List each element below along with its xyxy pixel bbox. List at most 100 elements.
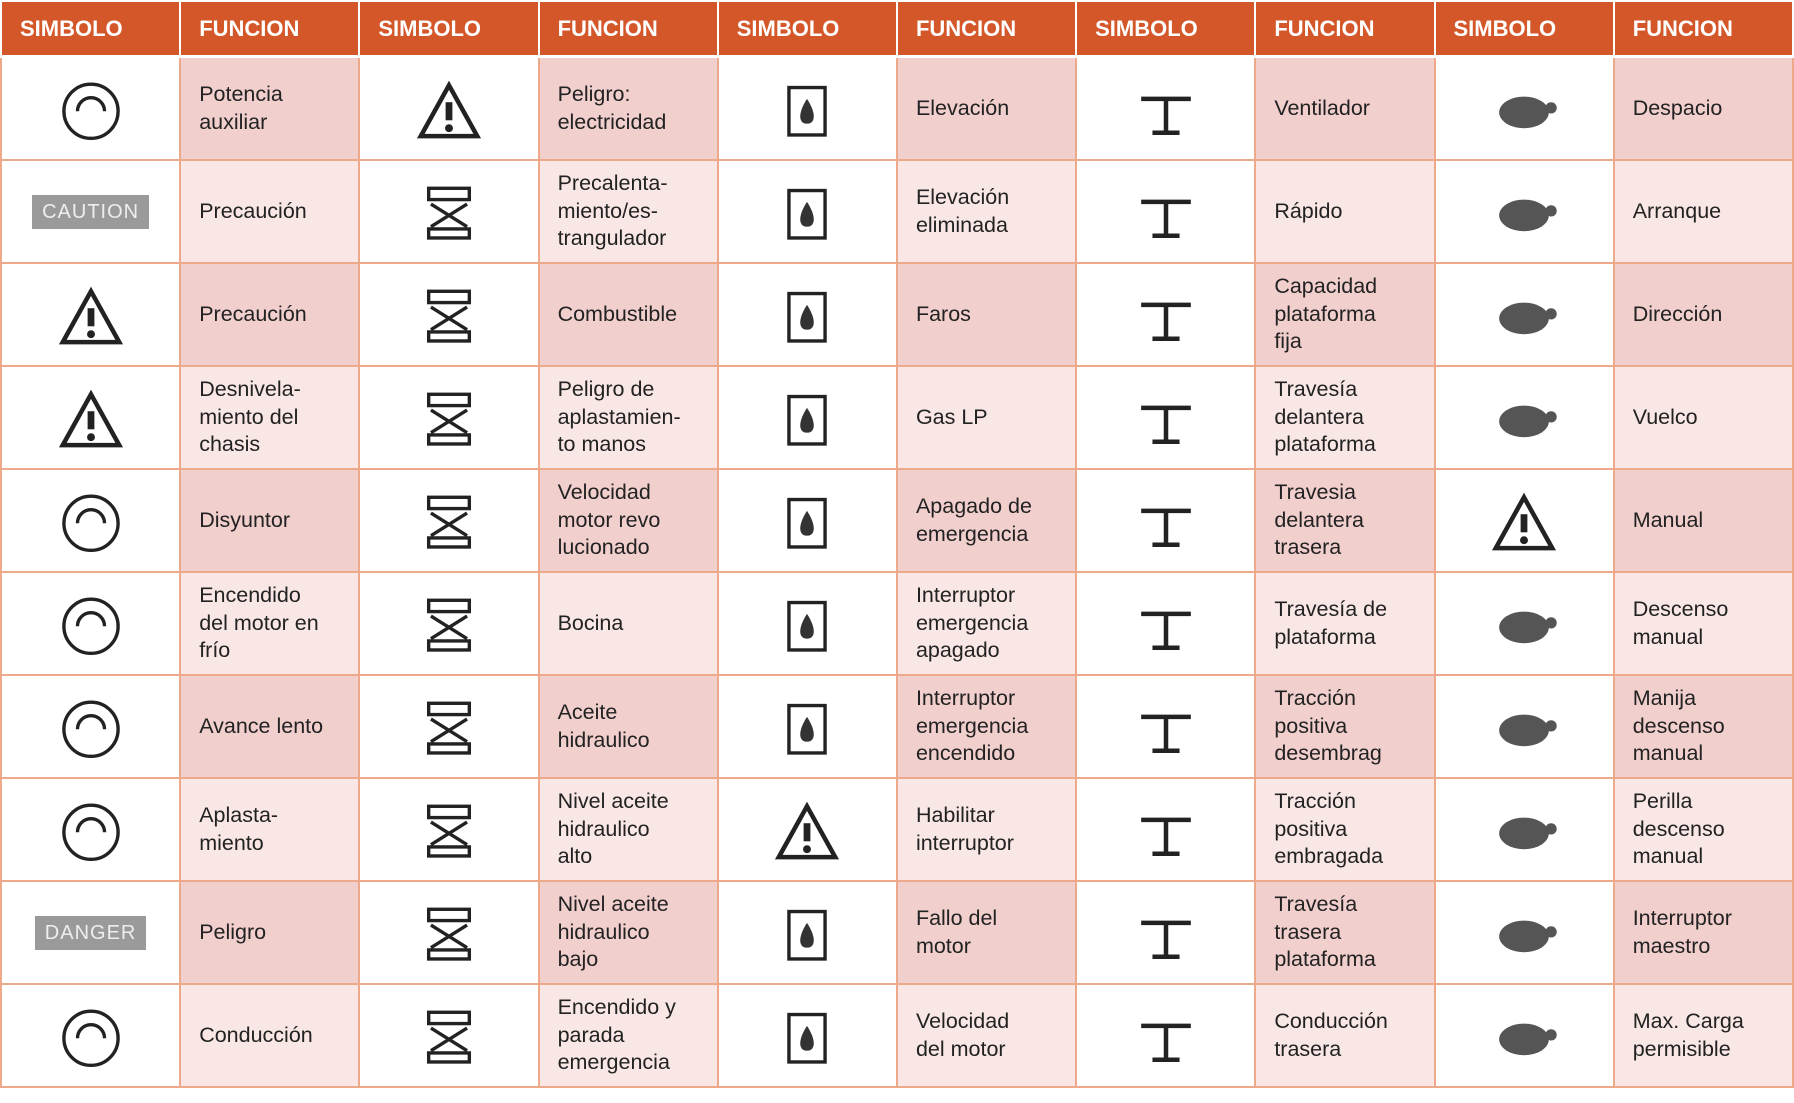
symbol-icon <box>61 596 120 655</box>
table-row: Disyuntor Velocidad motor revo lucionado A… <box>0 468 1794 573</box>
function-cell: Velocidad motor revo lucionado <box>537 468 719 573</box>
symbol-icon <box>426 907 471 961</box>
function-cell: Travesía de plataforma <box>1254 571 1436 676</box>
symbol-cell <box>716 159 898 264</box>
symbol-cell <box>1075 880 1257 985</box>
symbol-cell <box>716 468 898 573</box>
symbol-cell <box>0 365 182 470</box>
function-cell: Potencia auxiliar <box>179 55 361 161</box>
symbol-icon <box>787 703 828 755</box>
symbol-icon <box>787 291 828 343</box>
function-cell: Nivel aceite hidraulico bajo <box>537 880 719 985</box>
symbol-cell <box>716 880 898 985</box>
function-cell: Max. Carga permisible <box>1612 983 1794 1088</box>
symbol-cell <box>358 983 540 1088</box>
symbol-cell <box>0 262 182 367</box>
symbol-icon <box>1140 508 1191 547</box>
function-cell: Travesía trasera plataforma <box>1254 880 1436 985</box>
function-cell: Vuelco <box>1612 365 1794 470</box>
function-cell: Travesia delantera trasera <box>1254 468 1436 573</box>
symbol-icon <box>426 701 471 755</box>
symbol-cell <box>358 55 540 161</box>
symbol-icon <box>1499 405 1557 437</box>
symbol-cell <box>1433 468 1615 573</box>
symbol-cell <box>1433 365 1615 470</box>
symbol-icon <box>1140 1023 1191 1062</box>
function-cell: Encendido del motor en frío <box>179 571 361 676</box>
column-header: FUNCION <box>179 0 361 58</box>
column-header: FUNCION <box>895 0 1078 58</box>
symbol-cell <box>1075 674 1257 779</box>
function-cell: Tracción positiva desembrag <box>1254 674 1436 779</box>
symbol-icon <box>1140 714 1191 753</box>
symbol-cell <box>1075 983 1257 1088</box>
function-cell: Peligro: electricidad <box>537 55 719 161</box>
function-cell: Elevación <box>895 55 1078 161</box>
symbol-cell <box>358 262 540 367</box>
symbol-label: CAUTION <box>32 194 150 229</box>
function-cell: Despacio <box>1612 55 1794 161</box>
table-row: Aplasta- miento Nivel aceite hidraulico a… <box>0 777 1794 882</box>
function-cell: Elevación eliminada <box>895 159 1078 264</box>
table-body: Potencia auxiliar Peligro: electricidad El… <box>0 55 1794 1088</box>
symbol-cell <box>1433 262 1615 367</box>
symbol-cell: DANGER <box>0 880 182 985</box>
function-cell: Nivel aceite hidraulico alto <box>537 777 719 882</box>
symbol-cell <box>358 880 540 985</box>
symbol-cell <box>1075 571 1257 676</box>
symbol-cell <box>1433 777 1615 882</box>
symbol-icon <box>787 85 828 137</box>
symbol-cell <box>1075 55 1257 161</box>
function-cell: Ventilador <box>1254 55 1436 161</box>
function-cell: Manija descenso manual <box>1612 674 1794 779</box>
symbol-cell <box>1433 571 1615 676</box>
function-cell: Aceite hidraulico <box>537 674 719 779</box>
symbol-icon <box>1140 920 1191 959</box>
function-cell: Desnivela- miento del chasis <box>179 365 361 470</box>
function-cell: Interruptor emergencia apagado <box>895 571 1078 676</box>
function-cell: Peligro de aplastamien- to manos <box>537 365 719 470</box>
function-cell: Faros <box>895 262 1078 367</box>
function-cell: Interruptor emergencia encendido <box>895 674 1078 779</box>
symbol-icon <box>426 289 471 343</box>
symbol-cell <box>716 777 898 882</box>
function-cell: Bocina <box>537 571 719 676</box>
function-cell: Avance lento <box>179 674 361 779</box>
symbol-cell <box>1433 159 1615 264</box>
symbol-icon <box>1140 96 1191 135</box>
table-row: DANGER Peligro Nivel aceite hidraulico baj… <box>0 880 1794 985</box>
symbol-cell <box>358 674 540 779</box>
symbol-icon <box>1499 199 1557 231</box>
symbol-cell: CAUTION <box>0 159 182 264</box>
symbol-icon <box>61 802 120 861</box>
symbol-icon <box>58 389 123 447</box>
symbol-icon <box>426 1010 471 1064</box>
function-cell: Descenso manual <box>1612 571 1794 676</box>
symbol-icon <box>1140 611 1191 650</box>
symbol-icon <box>1140 302 1191 341</box>
column-header: FUNCION <box>1612 0 1794 58</box>
symbol-cell <box>716 983 898 1088</box>
symbol-icon <box>1140 405 1191 444</box>
symbol-cell <box>0 983 182 1088</box>
symbol-icon <box>787 188 828 240</box>
symbol-icon <box>1499 302 1557 334</box>
symbol-icon <box>426 804 471 858</box>
table-row: Potencia auxiliar Peligro: electricidad El… <box>0 55 1794 161</box>
function-cell: Peligro <box>179 880 361 985</box>
symbol-cell <box>1075 777 1257 882</box>
symbol-cell <box>358 365 540 470</box>
function-cell: Gas LP <box>895 365 1078 470</box>
function-cell: Manual <box>1612 468 1794 573</box>
symbol-cell <box>0 777 182 882</box>
symbol-cell <box>0 55 182 161</box>
symbol-icon <box>787 1012 828 1064</box>
symbol-icon <box>1499 714 1557 746</box>
symbol-icon <box>1492 492 1557 550</box>
table-row: Precaución Combustible Faros Capacidad plat… <box>0 262 1794 367</box>
table-row: CAUTION Precaución Precalenta- miento/es- … <box>0 159 1794 264</box>
column-header: FUNCION <box>1254 0 1436 58</box>
function-cell: Interruptor maestro <box>1612 880 1794 985</box>
symbol-icon <box>1499 96 1557 128</box>
